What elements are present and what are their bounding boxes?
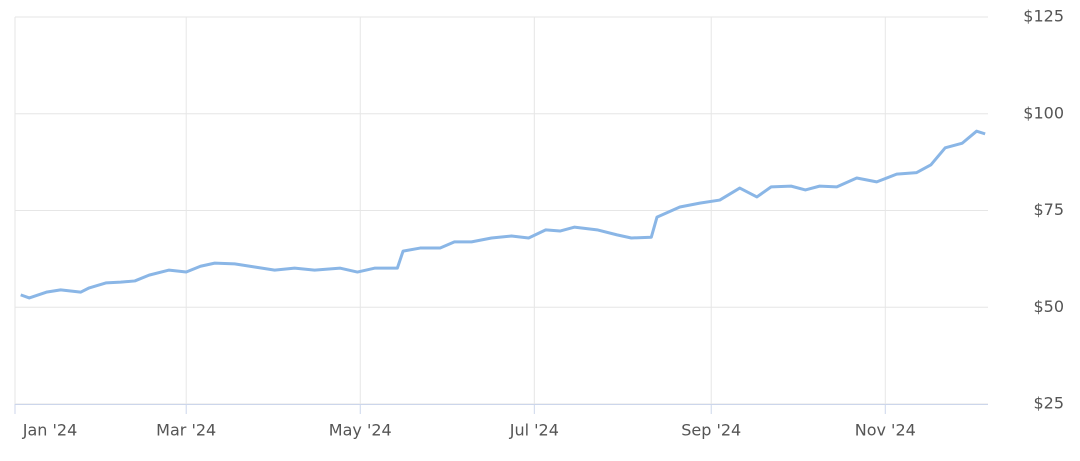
y-tick-label: $25 <box>1033 394 1064 413</box>
y-tick-label: $75 <box>1033 200 1064 219</box>
x-tick-label: Nov '24 <box>855 421 916 440</box>
x-tick-label: Jul '24 <box>509 421 559 440</box>
price-line <box>20 129 986 300</box>
y-tick-label: $100 <box>1023 103 1064 122</box>
x-tick-label: Jan '24 <box>22 421 78 440</box>
y-tick-label: $50 <box>1033 297 1064 316</box>
x-tick-label: May '24 <box>329 421 392 440</box>
y-tick-label: $125 <box>1023 7 1064 26</box>
x-tick-label: Mar '24 <box>156 421 216 440</box>
x-tick-label: Sep '24 <box>681 421 741 440</box>
